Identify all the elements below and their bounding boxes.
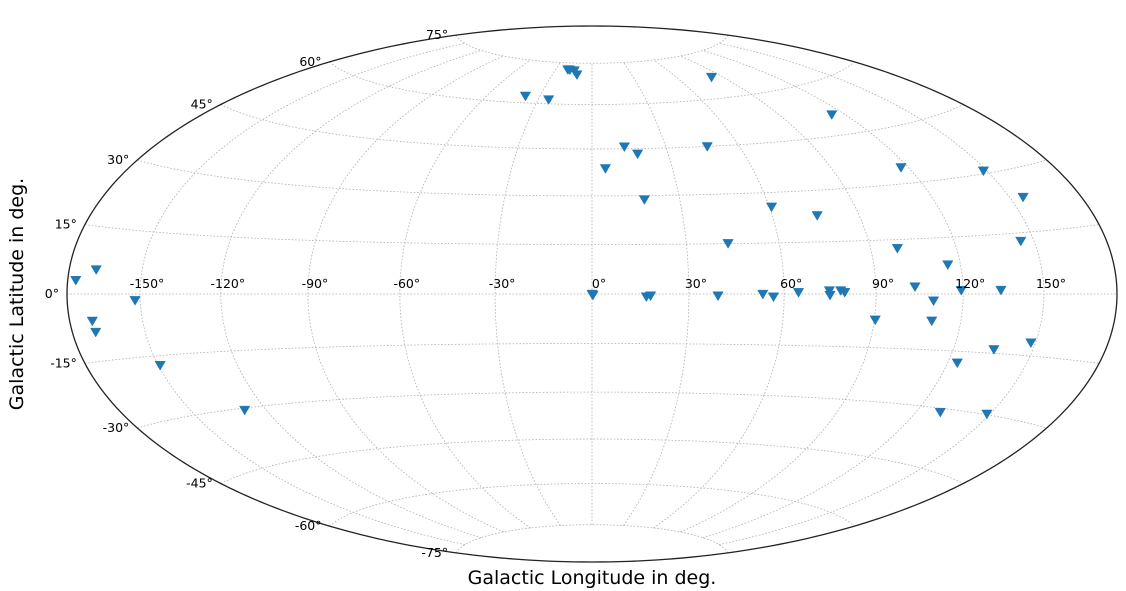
data-point-marker [154, 361, 166, 371]
latitude-tick-label: -30° [103, 420, 130, 435]
data-point-marker [705, 72, 718, 83]
longitude-tick-labels: -150° -120° -90° -60° -30° 0° 30° 60° 90° 120° 150… [130, 276, 1066, 291]
data-point-marker [767, 292, 780, 303]
data-point-marker [129, 296, 141, 306]
parallel-gridline [329, 61, 855, 105]
meridian-gridline [494, 62, 561, 526]
data-point-marker [977, 166, 990, 177]
data-point-marker [90, 265, 102, 275]
latitude-tick-label: 30° [107, 152, 129, 167]
latitude-tick-label: -15° [50, 355, 77, 370]
parallel-gridline [137, 159, 1047, 197]
data-point-marker [891, 244, 904, 254]
map-boundary [66, 25, 1118, 563]
data-point-marker [638, 195, 651, 205]
longitude-tick-label: 0° [592, 276, 606, 291]
data-point-marker [1017, 192, 1029, 203]
data-point-marker [895, 163, 907, 173]
parallel-gridline [220, 438, 964, 484]
data-point-marker [926, 316, 938, 327]
meridian-gridline [399, 59, 531, 529]
latitude-tick-label: -75° [421, 545, 448, 560]
data-point-marker [988, 345, 1000, 355]
longitude-tick-label: -60° [393, 276, 420, 291]
data-point-marker [792, 288, 805, 298]
data-point-marker [599, 164, 612, 174]
data-point-marker [981, 409, 993, 420]
data-point-marker [70, 276, 82, 286]
latitude-tick-label: 15° [55, 217, 77, 232]
graticule [67, 34, 1117, 554]
data-point-marker [909, 282, 921, 293]
data-point-marker [765, 202, 778, 213]
parallel-gridline [455, 34, 729, 64]
data-point-marker [618, 142, 631, 153]
x-axis-label: Galactic Longitude in deg. [468, 567, 717, 589]
map-outline [66, 25, 1118, 563]
longitude-tick-label: -30° [489, 276, 516, 291]
longitude-tick-label: -120° [210, 276, 245, 291]
data-point-marker [951, 358, 963, 369]
data-point-marker [571, 70, 583, 81]
parallel-gridline [220, 104, 964, 150]
data-point-marker [811, 211, 823, 221]
data-point-marker [824, 290, 836, 301]
data-point-marker [239, 405, 251, 416]
data-point-marker [995, 285, 1007, 296]
data-point-marker [934, 407, 946, 418]
data-point-marker [86, 316, 98, 327]
data-point-marker [631, 149, 644, 160]
data-point-marker [519, 91, 532, 102]
longitude-tick-label: 30° [685, 276, 707, 291]
meridian-gridline [139, 42, 466, 546]
data-point-marker [927, 296, 940, 307]
data-point-marker [640, 292, 653, 303]
meridian-gridline [220, 50, 482, 538]
data-point-marker [90, 327, 102, 338]
latitude-tick-label: 60° [299, 54, 321, 69]
longitude-tick-label: -90° [302, 276, 329, 291]
meridian-gridline [653, 59, 785, 529]
longitude-tick-label: 60° [780, 276, 802, 291]
longitude-tick-label: -150° [130, 276, 165, 291]
data-point-marker [587, 290, 599, 301]
parallel-gridline [84, 343, 1100, 364]
meridian-gridline [623, 62, 690, 526]
longitude-tick-label: 90° [872, 276, 894, 291]
data-point-marker [869, 315, 881, 326]
meridian-gridline [702, 50, 964, 538]
data-point-marker [701, 142, 713, 152]
data-point-marker [826, 110, 838, 120]
data-point-marker [955, 286, 967, 296]
data-point-marker [757, 289, 769, 300]
longitude-tick-label: 150° [1036, 276, 1066, 291]
parallel-gridline [137, 391, 1047, 429]
data-point-marker [722, 239, 734, 249]
y-axis-label: Galactic Latitude in deg. [6, 178, 28, 410]
latitude-tick-labels: 75° 60° 45° 30° 15° 0° -15° -30° -45° -60° -75° [45, 27, 448, 560]
meridian-gridline [307, 55, 504, 533]
parallel-gridline [329, 483, 855, 527]
data-points [70, 65, 1037, 420]
data-point-marker [839, 288, 851, 298]
longitude-tick-label: 120° [955, 276, 985, 291]
parallel-gridline [84, 224, 1100, 245]
data-point-marker [1015, 236, 1027, 247]
data-point-marker [712, 291, 724, 302]
latitude-tick-label: -60° [295, 518, 322, 533]
data-point-marker [543, 95, 555, 105]
latitude-tick-label: 0° [45, 286, 59, 301]
latitude-tick-label: -45° [186, 476, 213, 491]
data-point-marker [1025, 338, 1037, 349]
latitude-tick-label: 45° [191, 97, 213, 112]
meridian-gridline [680, 55, 877, 533]
latitude-tick-label: 75° [426, 27, 448, 42]
data-point-marker [942, 260, 954, 271]
